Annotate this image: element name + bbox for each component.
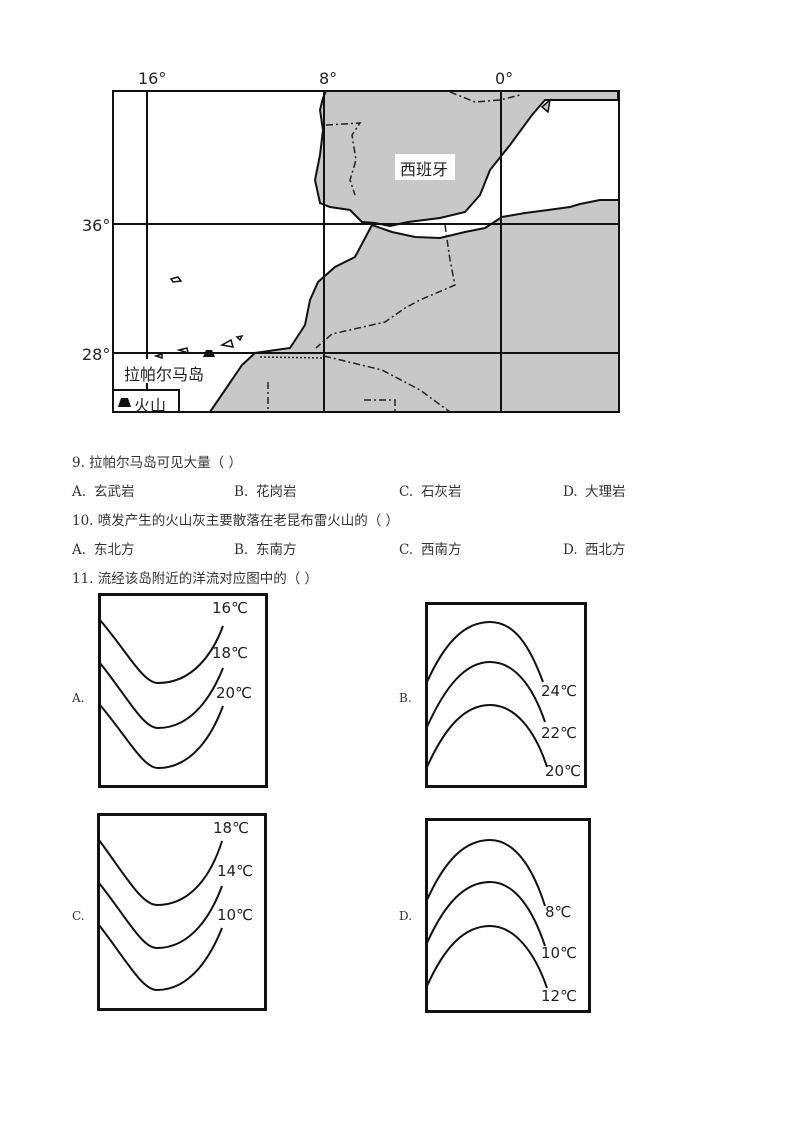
- volcano-triangle-icon: [118, 398, 131, 407]
- option-key: D.: [563, 484, 578, 500]
- isotherm-label: 18℃: [213, 819, 249, 837]
- iberia-land: [313, 91, 619, 228]
- q9-option-b[interactable]: B. 花岗岩: [234, 480, 297, 500]
- isotherm-label: 8℃: [545, 903, 572, 921]
- q9-option-d[interactable]: D. 大理岩: [563, 480, 626, 500]
- map-svg: [112, 90, 620, 413]
- option-key: B.: [234, 484, 249, 500]
- option-key: A.: [72, 484, 87, 500]
- lon-label-8: 8°: [319, 69, 338, 88]
- panel-b-svg: [425, 602, 587, 788]
- lon-label-0: 0°: [495, 69, 514, 88]
- option-key: B.: [234, 542, 249, 558]
- q9-option-c[interactable]: C. 石灰岩: [399, 480, 462, 500]
- option-key: C.: [399, 484, 414, 500]
- q10-option-d[interactable]: D. 西北方: [563, 538, 626, 558]
- isotherm-label: 14℃: [217, 862, 253, 880]
- q10-option-c[interactable]: C. 西南方: [399, 538, 462, 558]
- isotherm-label: 18℃: [212, 644, 248, 662]
- panel-b[interactable]: 24℃ 22℃ 20℃: [425, 602, 587, 788]
- lat-label-36: 36°: [82, 216, 111, 235]
- country-label-box: [395, 154, 455, 180]
- panel-d-svg: [425, 818, 591, 1013]
- option-key: C.: [399, 542, 414, 558]
- option-text: 西南方: [421, 542, 462, 558]
- panel-a-label: A.: [72, 691, 85, 705]
- option-key: D.: [563, 542, 578, 558]
- panel-b-label: B.: [399, 691, 412, 705]
- question-10: 10. 喷发产生的火山灰主要散落在老昆布雷火山的（ ）: [72, 513, 400, 529]
- isotherm-label: 10℃: [217, 906, 253, 924]
- panel-a-svg: [98, 593, 268, 788]
- isotherm-label: 24℃: [541, 682, 577, 700]
- question-9: 9. 拉帕尔马岛可见大量（ ）: [72, 455, 242, 471]
- border-spain-france: [449, 91, 521, 103]
- lat-label-28: 28°: [82, 345, 111, 364]
- q9-option-a[interactable]: A. 玄武岩: [72, 480, 135, 500]
- panel-d[interactable]: 8℃ 10℃ 12℃: [425, 818, 591, 1013]
- question-11: 11. 流经该岛附近的洋流对应图中的（ ）: [72, 571, 319, 587]
- border-morocco-algeria: [315, 224, 456, 349]
- panel-c-label: C.: [72, 909, 85, 923]
- option-text: 石灰岩: [421, 484, 462, 500]
- madeira-island: [169, 276, 183, 283]
- balearic-island: [540, 98, 552, 114]
- panel-c[interactable]: 18℃ 14℃ 10℃: [97, 813, 267, 1011]
- q10-option-b[interactable]: B. 东南方: [234, 538, 297, 558]
- q10-option-a[interactable]: A. 东北方: [72, 538, 135, 558]
- map-figure: 16° 8° 0° 36° 28° 西班牙 拉帕尔马岛 火山: [70, 60, 630, 430]
- isotherm-label: 10℃: [541, 944, 577, 962]
- border-mauritania-mali: [364, 399, 396, 412]
- legend-label-volcano: 火山: [134, 396, 167, 415]
- panel-a[interactable]: 16℃ 18℃ 20℃: [98, 593, 268, 788]
- island-label-box: [120, 359, 214, 383]
- island-label-la-palma: 拉帕尔马岛: [124, 365, 205, 384]
- isotherm-label: 20℃: [545, 762, 581, 780]
- option-text: 东北方: [94, 542, 135, 558]
- border-algeria-mauritania: [323, 355, 451, 412]
- isotherm-label: 20℃: [216, 684, 252, 702]
- canary-islands: [153, 334, 244, 360]
- option-text: 大理岩: [585, 484, 626, 500]
- option-text: 玄武岩: [94, 484, 135, 500]
- option-text: 东南方: [256, 542, 297, 558]
- africa-land: [208, 199, 619, 412]
- isotherm-label: 16℃: [212, 599, 248, 617]
- country-label-spain: 西班牙: [400, 160, 449, 179]
- panel-d-label: D.: [399, 909, 413, 923]
- dotted-border: [259, 356, 326, 359]
- option-key: A.: [72, 542, 87, 558]
- isotherm-label: 12℃: [541, 987, 577, 1005]
- isotherm-label: 22℃: [541, 724, 577, 742]
- option-text: 西北方: [585, 542, 626, 558]
- volcano-marker: [203, 350, 215, 357]
- border-spain-portugal: [325, 122, 362, 196]
- lon-label-16: 16°: [138, 69, 167, 88]
- option-text: 花岗岩: [256, 484, 297, 500]
- panel-c-svg: [97, 813, 267, 1011]
